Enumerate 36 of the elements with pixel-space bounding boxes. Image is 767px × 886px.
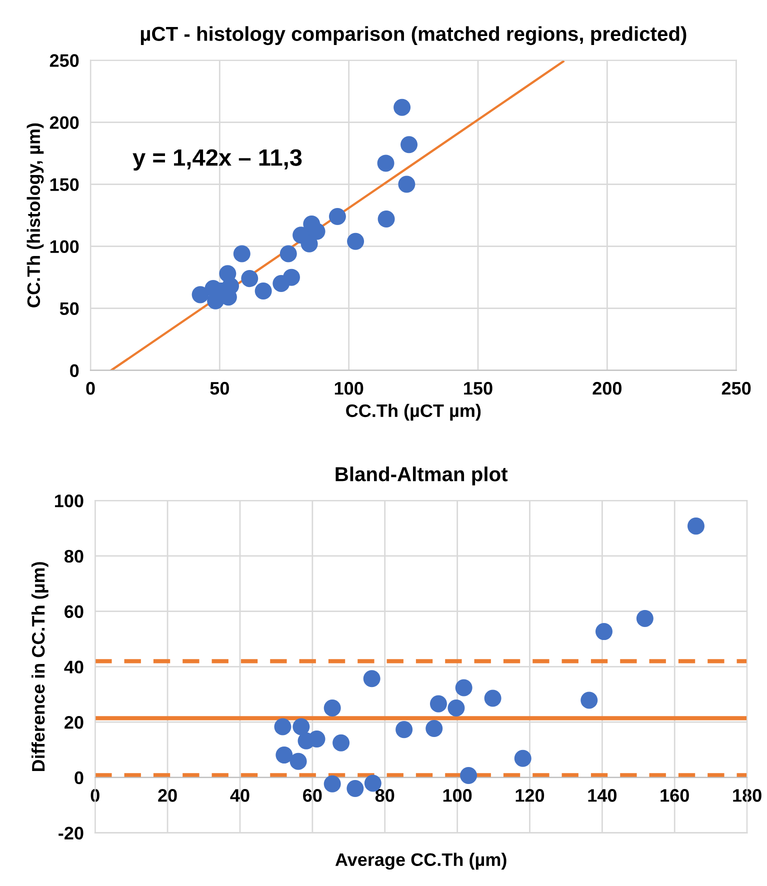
chart-title: Bland-Altman plot <box>336 466 508 486</box>
x-tick-label: 100 <box>334 382 364 395</box>
x-tick-label: 120 <box>516 789 544 802</box>
y-tick-label: 60 <box>64 605 84 618</box>
x-tick-label: 150 <box>464 382 492 395</box>
x-tick-label: 180 <box>733 789 762 802</box>
y-axis-title: CC.Th (histology, µm) <box>26 123 44 308</box>
y-tick-label: 0 <box>70 364 79 378</box>
x-tick-label: 100 <box>443 789 472 802</box>
x-tick-label: 40 <box>230 789 250 802</box>
x-tick-label: 0 <box>86 382 95 395</box>
x-tick-label: 20 <box>158 789 177 802</box>
x-tick-label: 80 <box>375 789 394 802</box>
y-tick-label: 0 <box>74 771 84 784</box>
x-tick-label: 0 <box>90 789 100 802</box>
x-axis-title: Average CC.Th (µm) <box>335 852 506 870</box>
y-tick-label: 250 <box>50 54 79 67</box>
x-tick-label: 200 <box>592 382 622 395</box>
y-tick-label: 100 <box>55 494 84 508</box>
x-tick-label: 60 <box>303 789 322 802</box>
x-axis-title: CC.Th (µCT µm) <box>346 404 481 421</box>
x-tick-label: 250 <box>722 382 751 395</box>
y-tick-label: 80 <box>64 550 84 563</box>
y-axis-title: Difference in CC.Th (µm) <box>31 562 48 772</box>
y-tick-label: 50 <box>60 302 79 316</box>
annotation: y = 1,42x – 11,3 <box>132 149 302 171</box>
x-tick-label: 160 <box>660 789 689 802</box>
x-tick-label: 50 <box>210 382 229 395</box>
y-tick-label: 40 <box>64 660 84 674</box>
y-tick-label: 200 <box>50 116 79 129</box>
y-tick-label: 150 <box>50 178 79 192</box>
y-tick-label: 100 <box>50 240 79 254</box>
chart-title: µCT - histology comparison (matched regions, predicted) <box>140 26 686 46</box>
y-tick-label: -20 <box>58 826 84 840</box>
x-tick-label: 140 <box>588 789 617 802</box>
y-tick-label: 20 <box>64 716 84 729</box>
